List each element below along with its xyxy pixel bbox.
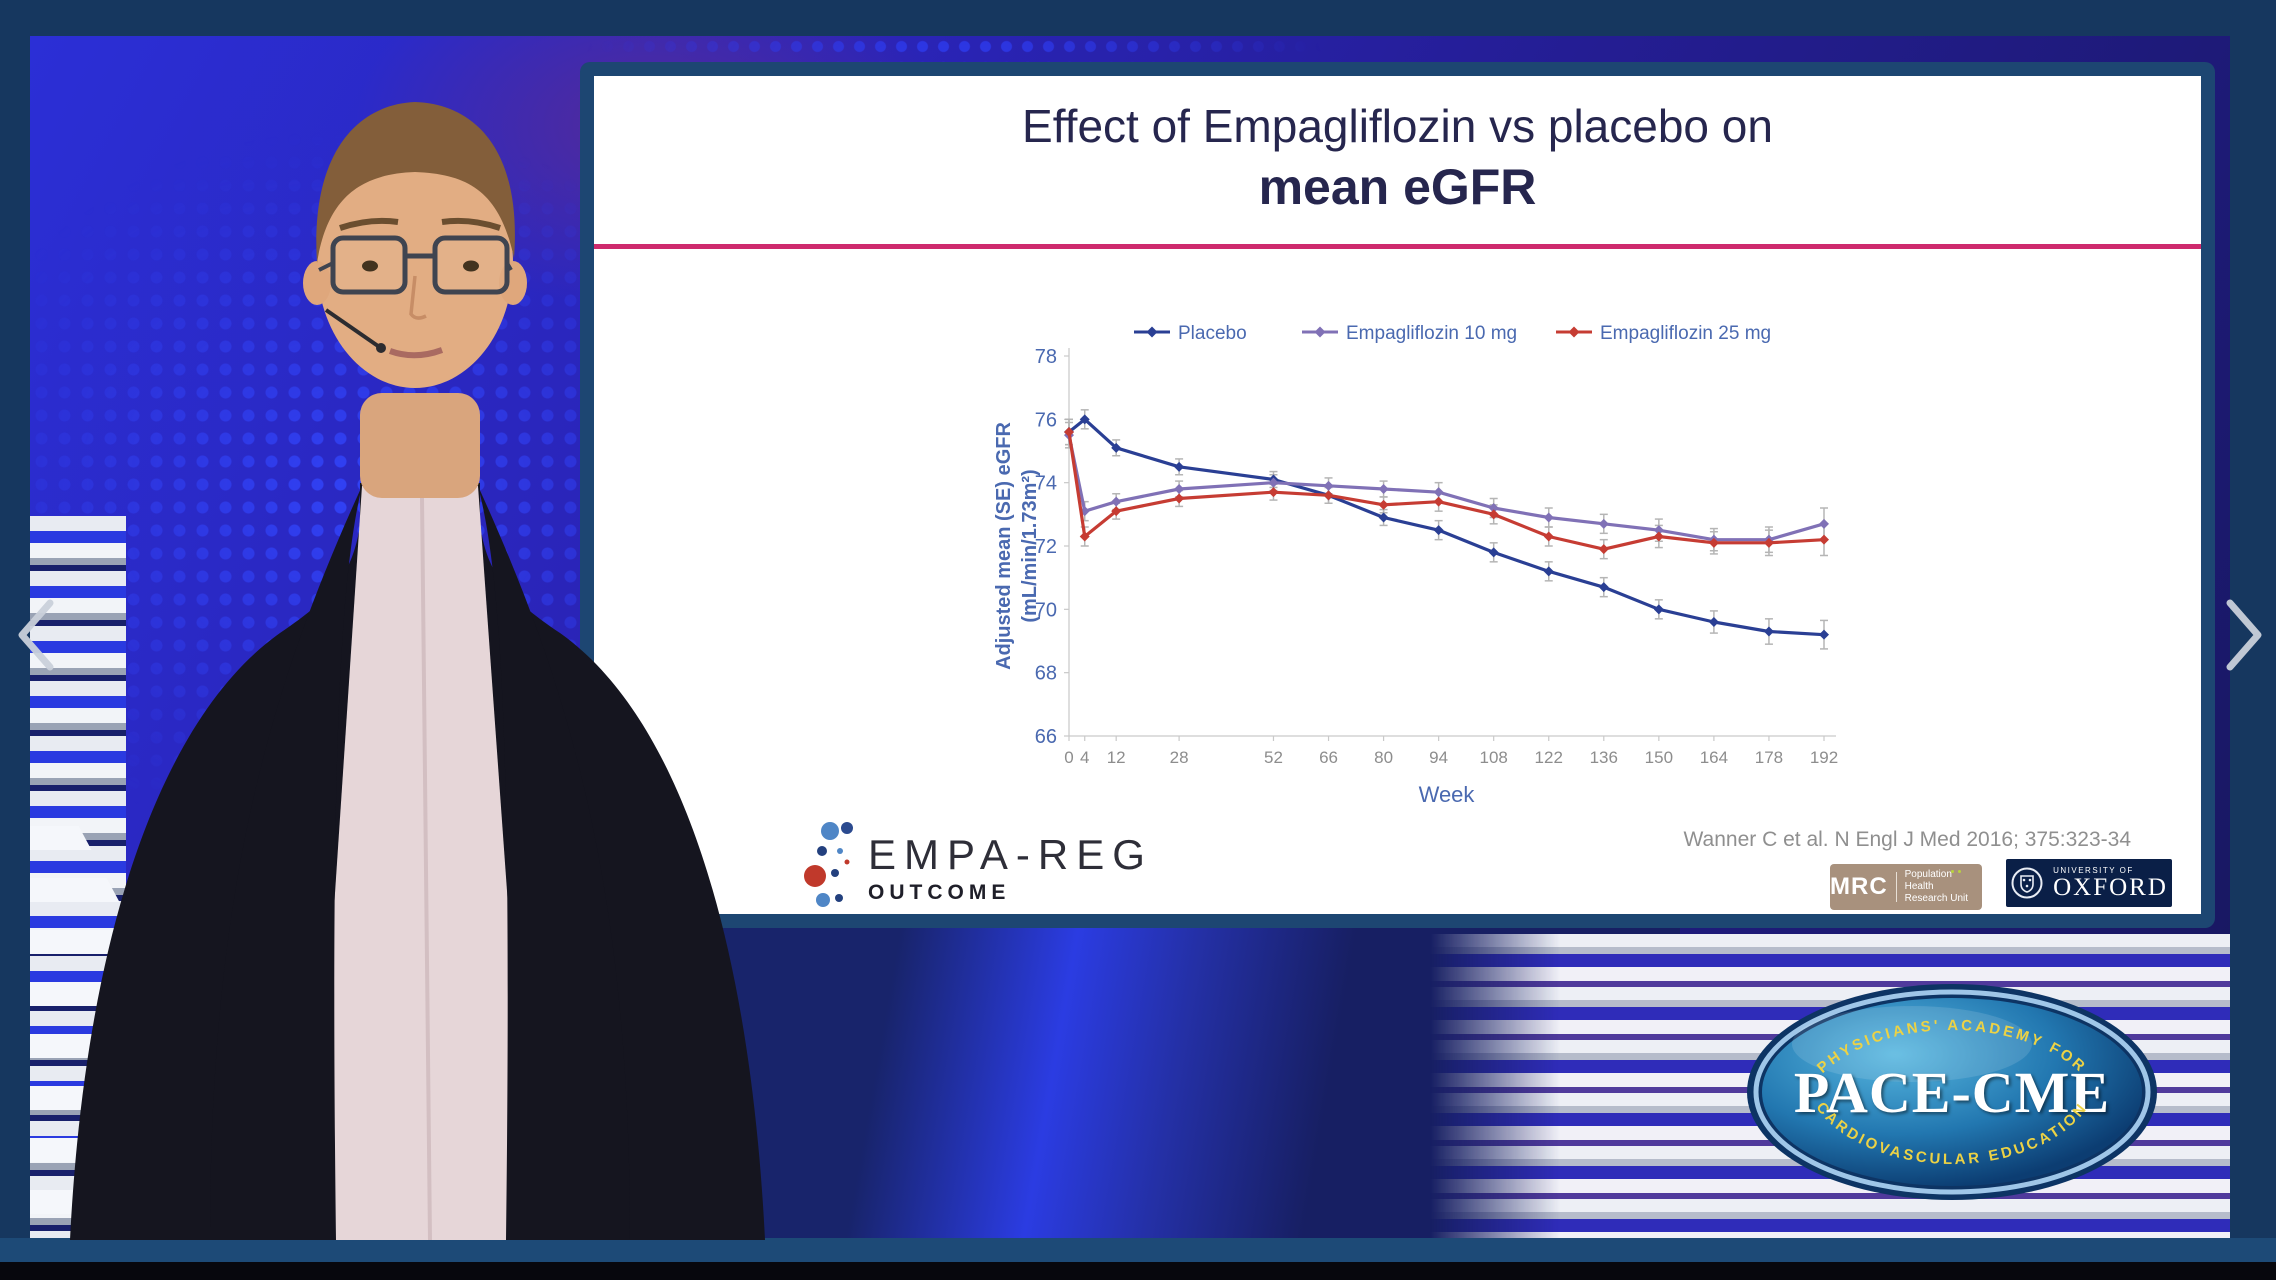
svg-text:192: 192 [1810, 748, 1838, 767]
svg-text:76: 76 [1035, 409, 1057, 431]
presentation-slide: Effect of Empagliflozin vs placebo on me… [580, 62, 2215, 928]
svg-text:Week: Week [1419, 782, 1476, 807]
oxford-university-of: UNIVERSITY OF [2053, 866, 2134, 875]
svg-text:Adjusted mean (SE) eGFR: Adjusted mean (SE) eGFR [994, 422, 1015, 670]
pace-wordmark: PACE-CME [1794, 1060, 2110, 1125]
slide-title-line2: mean eGFR [1258, 158, 1537, 215]
presenter-nose [409, 275, 427, 320]
svg-text:108: 108 [1480, 748, 1508, 767]
oxford-crest-icon [2011, 867, 2043, 899]
presenter [70, 102, 765, 1240]
svg-text:4: 4 [1080, 748, 1089, 767]
citation-text: Wanner C et al. N Engl J Med 2016; 375:3… [1683, 828, 2131, 851]
svg-text:Empagliflozin 10 mg: Empagliflozin 10 mg [1346, 323, 1517, 344]
prev-slide-chevron-icon[interactable] [14, 598, 58, 672]
svg-text:68: 68 [1035, 663, 1057, 685]
egfr-chart: 78 76 74 72 70 68 66 0 4 12 28 52 66 80 94 108 122 136 150… [993, 323, 1838, 807]
svg-text:66: 66 [1319, 748, 1338, 767]
svg-text:28: 28 [1170, 748, 1189, 767]
svg-text:136: 136 [1590, 748, 1618, 767]
egfr-chart-container: 78 76 74 72 70 68 66 0 4 12 28 52 66 80 94 108 122 136 150… [993, 316, 1874, 836]
svg-text:80: 80 [1374, 748, 1393, 767]
mrc-abbr: MRC [1830, 873, 1888, 900]
svg-text:0: 0 [1064, 748, 1073, 767]
svg-text:178: 178 [1755, 748, 1783, 767]
presenter-ear-left [303, 261, 331, 305]
svg-text:(mL/min/1.73m²): (mL/min/1.73m²) [1019, 469, 1041, 622]
presenter-eyebrow-right [441, 217, 501, 231]
svg-text:52: 52 [1264, 748, 1283, 767]
next-slide-chevron-icon[interactable] [2222, 598, 2266, 672]
svg-text:Placebo: Placebo [1178, 323, 1247, 344]
frame-bottom-black [0, 1262, 2276, 1280]
empa-reg-outcome-logo: EMPA-REG OUTCOME [802, 818, 1153, 918]
svg-text:122: 122 [1535, 748, 1563, 767]
outcome-text: OUTCOME [868, 881, 1011, 904]
presenter-eye-right [463, 260, 479, 272]
svg-text:164: 164 [1700, 748, 1728, 767]
oxford-wordmark: OXFORD [2053, 874, 2168, 901]
presenter-mouth [388, 347, 444, 359]
mrc-unit-line2: Research Unit [1904, 893, 1968, 904]
mrc-divider [1895, 872, 1897, 902]
presenter-neck [360, 393, 480, 498]
svg-text:12: 12 [1107, 748, 1126, 767]
presenter-blazer-lapel-left [210, 486, 362, 1240]
slide-title: Effect of Empagliflozin vs placebo on me… [594, 98, 2201, 218]
mrc-green-dots [1951, 870, 1954, 873]
presenter-mic [376, 343, 386, 353]
svg-text:70: 70 [1035, 599, 1057, 621]
svg-text:150: 150 [1645, 748, 1673, 767]
empa-reg-dots-icon [804, 822, 853, 907]
pink-divider-line [594, 244, 2201, 249]
presenter-hair [316, 102, 515, 263]
empa-reg-text: EMPA-REG [868, 831, 1153, 878]
svg-text:66: 66 [1035, 726, 1057, 748]
presenter-shirt [312, 486, 532, 1240]
presenter-face [317, 138, 513, 388]
presenter-mic-boom [324, 308, 380, 348]
svg-text:94: 94 [1429, 748, 1448, 767]
mrc-unit-line1: Population Health [1904, 869, 1952, 892]
slide-title-line1: Effect of Empagliflozin vs placebo on [1022, 100, 1773, 152]
svg-text:Empagliflozin 25 mg: Empagliflozin 25 mg [1600, 323, 1771, 344]
svg-text:78: 78 [1035, 346, 1057, 368]
frame-bottom-bar [0, 1238, 2276, 1264]
svg-text:72: 72 [1035, 536, 1057, 558]
presenter-blazer-lapel-right [478, 486, 630, 1240]
presenter-eyebrow-left [339, 217, 399, 231]
presenter-eye-left [362, 260, 378, 272]
mrc-logo: MRC Population Health Research Unit [1830, 864, 1982, 910]
svg-text:74: 74 [1035, 473, 1057, 495]
oxford-logo: UNIVERSITY OF OXFORD [2006, 859, 2172, 907]
pace-cme-logo: PHYSICIANS' ACADEMY FOR PACE-CME CARDIOV… [1747, 984, 2157, 1200]
